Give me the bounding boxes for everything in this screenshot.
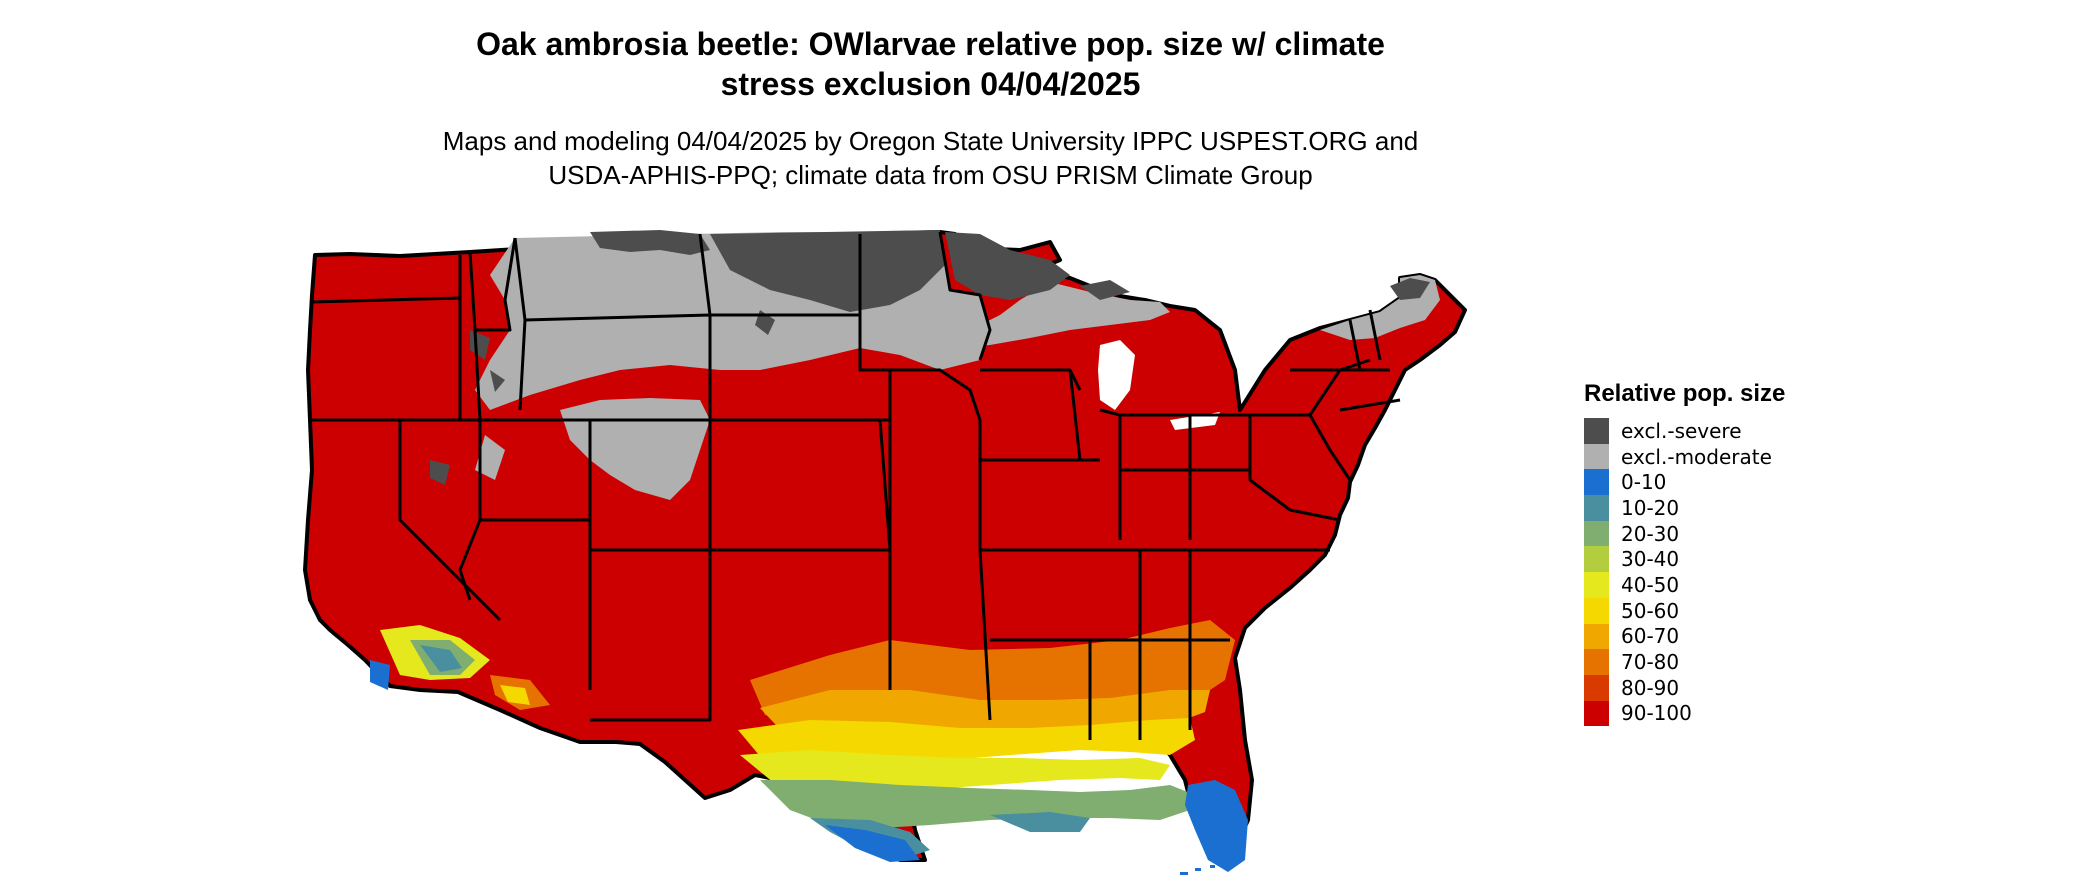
legend-swatch bbox=[1584, 546, 1609, 573]
legend-item: excl.-moderate bbox=[1584, 443, 1785, 470]
legend-label: 30-40 bbox=[1621, 547, 1680, 572]
us-map bbox=[303, 230, 1467, 875]
legend-swatch bbox=[1584, 443, 1609, 470]
legend-swatch bbox=[1584, 674, 1609, 701]
legend: Relative pop. size excl.-severe excl.-mod… bbox=[1584, 380, 1786, 727]
legend-item: excl.-severe bbox=[1584, 418, 1785, 444]
legend-swatch bbox=[1584, 597, 1609, 624]
subtitle-line-2: USDA-APHIS-PPQ; climate data from OSU PR… bbox=[548, 160, 1313, 190]
legend-items: excl.-severe excl.-moderate 0-10 10-20 20-30… bbox=[1584, 418, 1785, 727]
legend-swatch bbox=[1584, 520, 1609, 547]
legend-swatch bbox=[1584, 700, 1609, 727]
legend-item: 90-100 bbox=[1584, 700, 1785, 727]
legend-item: 10-20 bbox=[1584, 495, 1785, 521]
map-subtitle: Maps and modeling 04/04/2025 by Oregon S… bbox=[0, 124, 1861, 192]
legend-label: 80-90 bbox=[1621, 675, 1680, 700]
legend-item: 30-40 bbox=[1584, 546, 1785, 573]
legend-label: 20-30 bbox=[1621, 521, 1680, 546]
legend-swatch bbox=[1584, 418, 1609, 444]
legend-label: excl.-severe bbox=[1621, 418, 1742, 443]
legend-label: 70-80 bbox=[1621, 650, 1680, 675]
legend-item: 40-50 bbox=[1584, 572, 1785, 598]
legend-label: 0-10 bbox=[1621, 470, 1667, 495]
map-title: Oak ambrosia beetle: OWlarvae relative p… bbox=[0, 24, 1861, 104]
florida-keys bbox=[1180, 865, 1215, 875]
legend-swatch bbox=[1584, 623, 1609, 650]
legend-title: Relative pop. size bbox=[1584, 380, 1786, 407]
legend-swatch bbox=[1584, 469, 1609, 496]
legend-label: 10-20 bbox=[1621, 495, 1680, 520]
legend-item: 70-80 bbox=[1584, 649, 1785, 675]
legend-item: 80-90 bbox=[1584, 674, 1785, 701]
legend-item: 20-30 bbox=[1584, 520, 1785, 547]
legend-item: 50-60 bbox=[1584, 597, 1785, 624]
southern-gradient-zones bbox=[370, 620, 1248, 872]
legend-swatch bbox=[1584, 495, 1609, 521]
legend-swatch bbox=[1584, 649, 1609, 675]
legend-item: 0-10 bbox=[1584, 469, 1785, 496]
legend-label: 40-50 bbox=[1621, 572, 1680, 597]
legend-label: 60-70 bbox=[1621, 624, 1680, 649]
legend-label: excl.-moderate bbox=[1621, 444, 1772, 469]
title-line-2: stress exclusion 04/04/2025 bbox=[720, 66, 1141, 102]
legend-item: 60-70 bbox=[1584, 623, 1785, 650]
legend-swatch bbox=[1584, 572, 1609, 598]
state-boundaries bbox=[310, 231, 1401, 740]
legend-label: 50-60 bbox=[1621, 598, 1680, 623]
legend-label: 90-100 bbox=[1621, 701, 1692, 726]
title-line-1: Oak ambrosia beetle: OWlarvae relative p… bbox=[476, 26, 1385, 62]
subtitle-line-1: Maps and modeling 04/04/2025 by Oregon S… bbox=[442, 126, 1419, 156]
